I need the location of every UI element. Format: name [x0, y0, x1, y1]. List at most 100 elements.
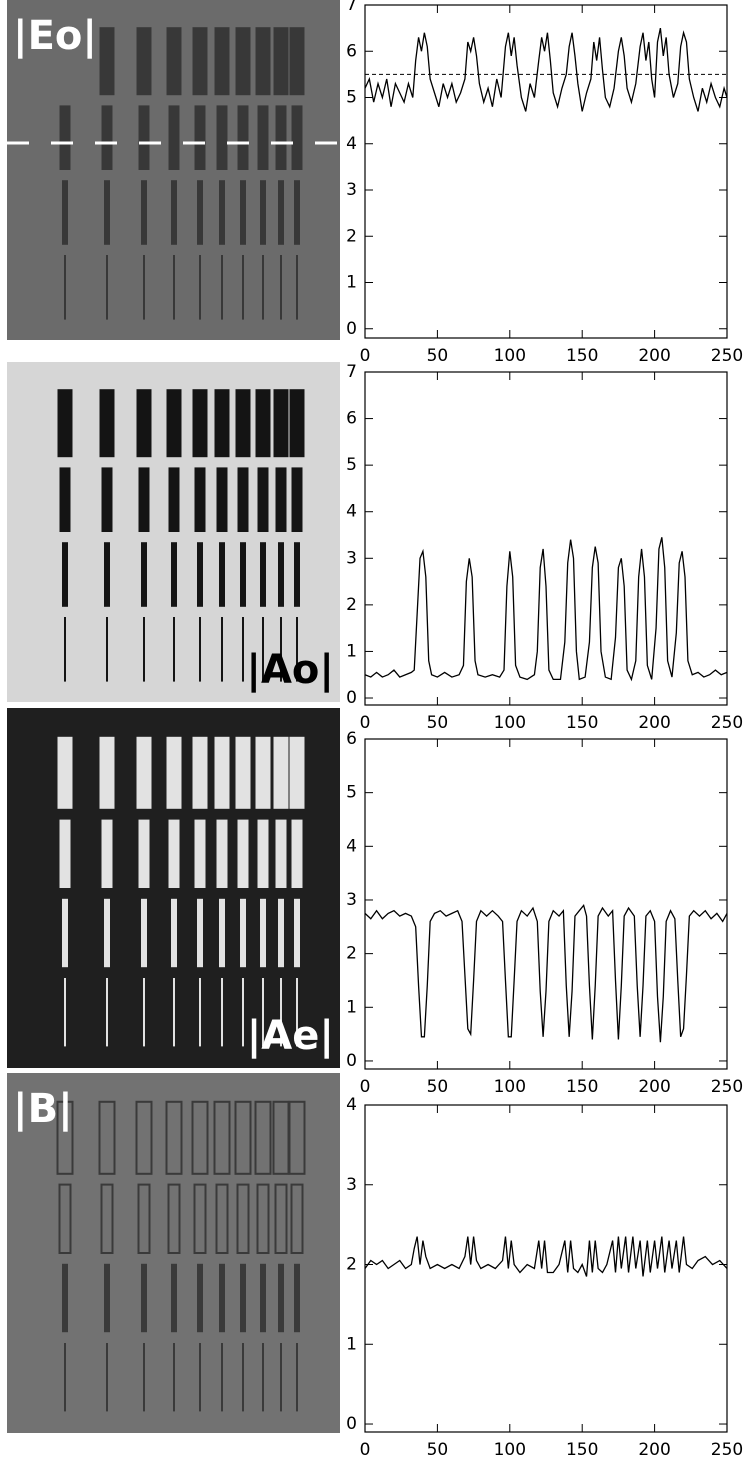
target-bar: [256, 1183, 270, 1254]
target-bar: [104, 898, 110, 968]
target-bar: [221, 978, 223, 1047]
plot-frame: [364, 371, 728, 706]
target-bar: [273, 389, 289, 458]
target-bar: [291, 467, 303, 532]
target-bar: [98, 1100, 116, 1175]
target-bar: [194, 819, 206, 888]
x-tick-label: 150: [566, 1440, 598, 1460]
target-bar: [237, 819, 249, 888]
x-tick-label: 200: [638, 1077, 670, 1097]
target-bar: [138, 467, 150, 532]
target-bar: [99, 736, 115, 809]
target-bar: [214, 27, 230, 96]
target-bar: [136, 27, 152, 96]
target-bar: [240, 180, 246, 245]
target-bar: [273, 27, 289, 96]
target-bar: [106, 617, 108, 682]
target-bar: [213, 1100, 231, 1175]
target-bar: [255, 389, 271, 458]
target-bar: [173, 255, 175, 320]
target-bar: [141, 180, 147, 245]
target-bar: [166, 389, 182, 458]
profile-line: [364, 27, 728, 112]
target-bar: [275, 105, 287, 170]
target-bar: [143, 255, 145, 320]
target-bar: [99, 389, 115, 458]
target-bar: [197, 1263, 203, 1333]
target-bar: [262, 978, 264, 1047]
x-tick-label: 0: [360, 1077, 371, 1097]
y-tick-label: 1: [346, 1334, 357, 1354]
target-bar: [296, 1343, 298, 1412]
panel-label: |B|: [13, 1086, 73, 1133]
target-bar: [199, 1343, 201, 1412]
target-bar: [166, 736, 182, 809]
target-bar: [260, 1263, 266, 1333]
target-bar: [64, 617, 66, 682]
x-tick-label: 50: [427, 346, 449, 366]
panel-label: |Ae|: [247, 1013, 334, 1060]
x-tick-label: 250: [711, 346, 743, 366]
target-bar: [168, 467, 180, 532]
target-bar: [275, 467, 287, 532]
target-bar: [234, 1100, 252, 1175]
target-bar: [62, 542, 68, 607]
target-bar: [215, 1183, 229, 1254]
target-bar: [58, 1183, 72, 1254]
target-bar: [138, 819, 150, 888]
target-bar: [237, 467, 249, 532]
y-tick-label: 5: [346, 88, 357, 108]
x-tick-label: 250: [711, 713, 743, 733]
panel-label: |Eo|: [13, 13, 97, 60]
target-bar: [62, 898, 68, 968]
target-bar: [59, 819, 71, 888]
target-bar: [257, 105, 269, 170]
target-bar: [199, 255, 201, 320]
target-bar: [280, 978, 282, 1047]
plot-frame: [364, 738, 728, 1070]
target-bar: [62, 1263, 68, 1333]
x-tick-label: 50: [427, 713, 449, 733]
target-bar: [137, 1183, 151, 1254]
target-bar: [143, 617, 145, 682]
target-bar: [141, 898, 147, 968]
target-bar: [280, 617, 282, 682]
y-tick-label: 1: [346, 997, 357, 1017]
target-bar: [143, 978, 145, 1047]
plot-frame: [364, 1104, 728, 1433]
target-bar: [291, 105, 303, 170]
target-bar: [135, 1100, 153, 1175]
target-bar: [280, 1343, 282, 1412]
x-tick-label: 50: [427, 1440, 449, 1460]
target-bar: [221, 255, 223, 320]
y-tick-label: 4: [346, 134, 357, 154]
y-tick-label: 6: [346, 729, 357, 749]
profile-line: [364, 903, 728, 1043]
target-bar: [273, 736, 289, 809]
target-bar: [221, 617, 223, 682]
target-bar: [167, 1183, 181, 1254]
y-tick-label: 5: [346, 455, 357, 475]
target-bar: [240, 898, 246, 968]
x-tick-label: 200: [638, 346, 670, 366]
y-tick-label: 3: [346, 180, 357, 200]
target-bar: [257, 467, 269, 532]
target-bar: [141, 1263, 147, 1333]
target-bar: [165, 1100, 183, 1175]
target-bar: [168, 105, 180, 170]
x-tick-label: 50: [427, 1077, 449, 1097]
target-bar: [274, 1183, 288, 1254]
y-tick-label: 7: [346, 362, 357, 382]
y-tick-label: 4: [346, 502, 357, 522]
y-tick-label: 2: [346, 595, 357, 615]
target-bar: [294, 180, 300, 245]
target-bar: [141, 542, 147, 607]
target-bar: [57, 736, 73, 809]
target-bar: [171, 180, 177, 245]
target-bar: [294, 542, 300, 607]
target-bar: [106, 978, 108, 1047]
target-bar: [136, 389, 152, 458]
target-bar: [171, 898, 177, 968]
x-tick-label: 250: [711, 1440, 743, 1460]
target-bar: [64, 1343, 66, 1412]
